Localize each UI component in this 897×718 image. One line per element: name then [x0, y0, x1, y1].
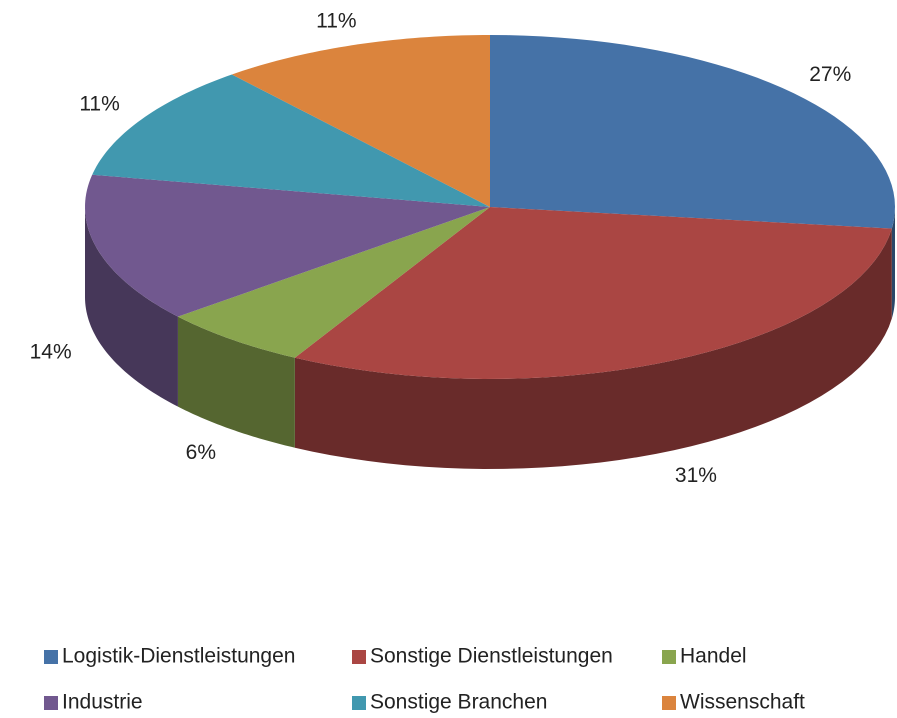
- data-label: 6%: [186, 441, 216, 464]
- pie-side: [85, 207, 178, 407]
- legend-swatch: [662, 696, 676, 710]
- legend-label: Handel: [680, 645, 747, 668]
- data-label: 27%: [809, 63, 851, 86]
- legend-swatch: [662, 650, 676, 664]
- legend-label: Sonstige Dienstleistungen: [370, 645, 613, 668]
- legend-swatch: [44, 696, 58, 710]
- legend-swatch: [352, 650, 366, 664]
- legend-label: Industrie: [62, 691, 143, 714]
- pie-side: [177, 316, 295, 448]
- pie-slice: [231, 35, 491, 207]
- pie-slice: [177, 207, 490, 358]
- pie-side: [294, 228, 892, 469]
- legend-label: Sonstige Branchen: [370, 691, 547, 714]
- legend-label: Wissenschaft: [680, 691, 805, 714]
- pie-slice: [490, 35, 895, 229]
- pie-side: [891, 207, 895, 319]
- data-label: 11%: [316, 9, 356, 32]
- legend-swatch: [44, 650, 58, 664]
- data-label: 31%: [675, 464, 717, 487]
- pie-slice: [92, 74, 491, 207]
- pie-slice: [294, 207, 892, 379]
- pie-slice: [85, 174, 490, 317]
- legend-swatch: [352, 696, 366, 710]
- data-label: 11%: [79, 92, 119, 115]
- data-label: 14%: [30, 340, 72, 363]
- legend-label: Logistik-Dienstleistungen: [62, 645, 295, 668]
